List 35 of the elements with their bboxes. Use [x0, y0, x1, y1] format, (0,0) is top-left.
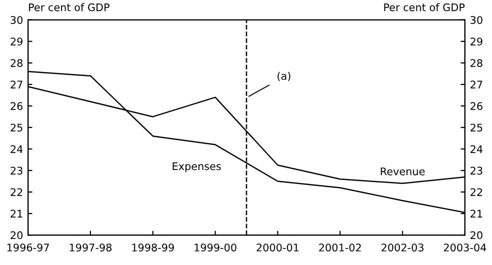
y2-tick-label: 27: [470, 80, 482, 88]
y-tick-label: 22: [10, 188, 22, 196]
y2-tick-label: 23: [470, 166, 482, 175]
y-axis-title: Per cent of GDP: [29, 3, 110, 12]
annotation: (a): [278, 72, 290, 82]
y-tick-label: 21: [10, 210, 22, 218]
y-tick-label: 30: [10, 16, 22, 24]
y-tick-label: 27: [10, 80, 22, 88]
y-tick-label: 29: [10, 38, 22, 46]
y2-tick-label: 25: [470, 124, 482, 132]
x-tick-label: 2001-02: [319, 244, 361, 252]
series-label: Expenses: [172, 162, 221, 172]
y2-tick-label: 28: [470, 59, 482, 68]
x-tick-label: 1997-98: [70, 244, 112, 252]
y-tick-label: 20: [10, 231, 22, 240]
y2-tick-label: 30: [470, 16, 482, 24]
series-label: Revenue: [380, 168, 425, 176]
y-tick-label: 24: [10, 145, 23, 153]
x-tick-label: 2003-04: [444, 244, 486, 252]
y2-tick-label: 24: [470, 145, 482, 153]
y2-axis-title: Per cent of GDP: [384, 3, 465, 12]
x-tick-label: 1996-97: [7, 244, 49, 252]
y-tick-label: 23: [10, 166, 22, 175]
y2-tick-label: 26: [470, 102, 482, 110]
y-tick-label: 26: [10, 102, 23, 110]
y2-tick-label: 29: [470, 38, 482, 46]
y-tick-label: 28: [10, 59, 22, 68]
y2-tick-label: 22: [470, 188, 482, 196]
x-tick-label: 2002-03: [382, 244, 424, 252]
y2-tick-label: 21: [470, 210, 482, 218]
x-tick-label: 1999-00: [194, 244, 236, 252]
y2-tick-label: 20: [470, 231, 482, 240]
x-tick-label: 2000-01: [256, 244, 298, 252]
y-tick-label: 25: [10, 124, 22, 132]
x-tick-label: 1998-99: [132, 244, 174, 252]
